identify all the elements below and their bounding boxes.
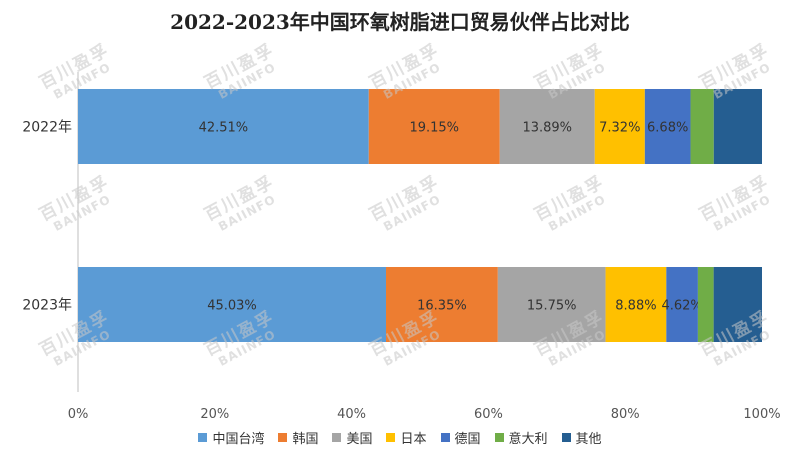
legend-label: 韩国	[292, 432, 319, 447]
data-label: 42.51%	[199, 121, 249, 136]
data-label: 13.89%	[522, 121, 572, 136]
data-label: 16.35%	[417, 299, 467, 314]
legend-label: 中国台湾	[212, 432, 265, 447]
legend-swatch	[494, 433, 504, 442]
legend-item: 中国台湾	[198, 428, 264, 447]
bar-segment	[644, 89, 691, 164]
bar-segment	[713, 89, 762, 164]
bar-segment	[78, 89, 369, 164]
data-label: 45.03%	[207, 299, 257, 314]
x-tick-label: 0%	[68, 407, 89, 422]
data-label: 15.75%	[527, 299, 577, 314]
legend-swatch	[332, 433, 342, 442]
legend-swatch	[440, 433, 450, 442]
legend-label: 日本	[400, 432, 427, 447]
legend-item: 意大利	[494, 428, 548, 447]
legend-item: 其他	[561, 428, 602, 447]
x-tick-label: 20%	[200, 407, 229, 422]
chart-legend: 中国台湾 韩国 美国 日本 德国 意大利 其他	[0, 428, 800, 447]
legend-item: 美国	[332, 428, 372, 447]
x-tick-label: 100%	[743, 407, 780, 422]
legend-swatch	[386, 433, 396, 442]
legend-label: 美国	[346, 432, 373, 447]
bar-segment	[499, 89, 595, 164]
legend-swatch	[198, 433, 208, 442]
category-tick-label: 2022年	[22, 120, 72, 136]
x-tick-label: 60%	[474, 407, 503, 422]
data-label: 7.32%	[599, 121, 640, 136]
legend-swatch	[561, 433, 571, 442]
x-tick-label: 80%	[611, 407, 640, 422]
bar-segment	[78, 267, 387, 342]
legend-item: 韩国	[278, 428, 318, 447]
legend-item: 日本	[386, 428, 427, 447]
data-label: 8.88%	[615, 299, 656, 314]
legend-label: 其他	[575, 432, 602, 447]
bar-segment	[605, 267, 667, 342]
bar-segment	[497, 267, 606, 342]
bar-segment	[594, 89, 645, 164]
bar-segment	[690, 89, 714, 164]
legend-label: 德国	[454, 432, 481, 447]
legend-item: 德国	[440, 428, 481, 447]
chart-title: 2022-2023年中国环氧树脂进口贸易伙伴占比对比	[170, 10, 630, 34]
legend-swatch	[278, 433, 288, 442]
legend-label: 意大利	[508, 432, 548, 447]
bar-segment	[368, 89, 500, 164]
data-label: 6.68%	[647, 121, 688, 136]
bar-segment	[386, 267, 498, 342]
bar-segment	[697, 267, 714, 342]
x-tick-label: 40%	[337, 407, 366, 422]
bar-segment	[666, 267, 698, 342]
data-label: 19.15%	[409, 121, 459, 136]
bar-segment	[713, 267, 762, 342]
category-tick-label: 2023年	[22, 298, 72, 314]
data-label: 4.62%	[661, 299, 702, 314]
